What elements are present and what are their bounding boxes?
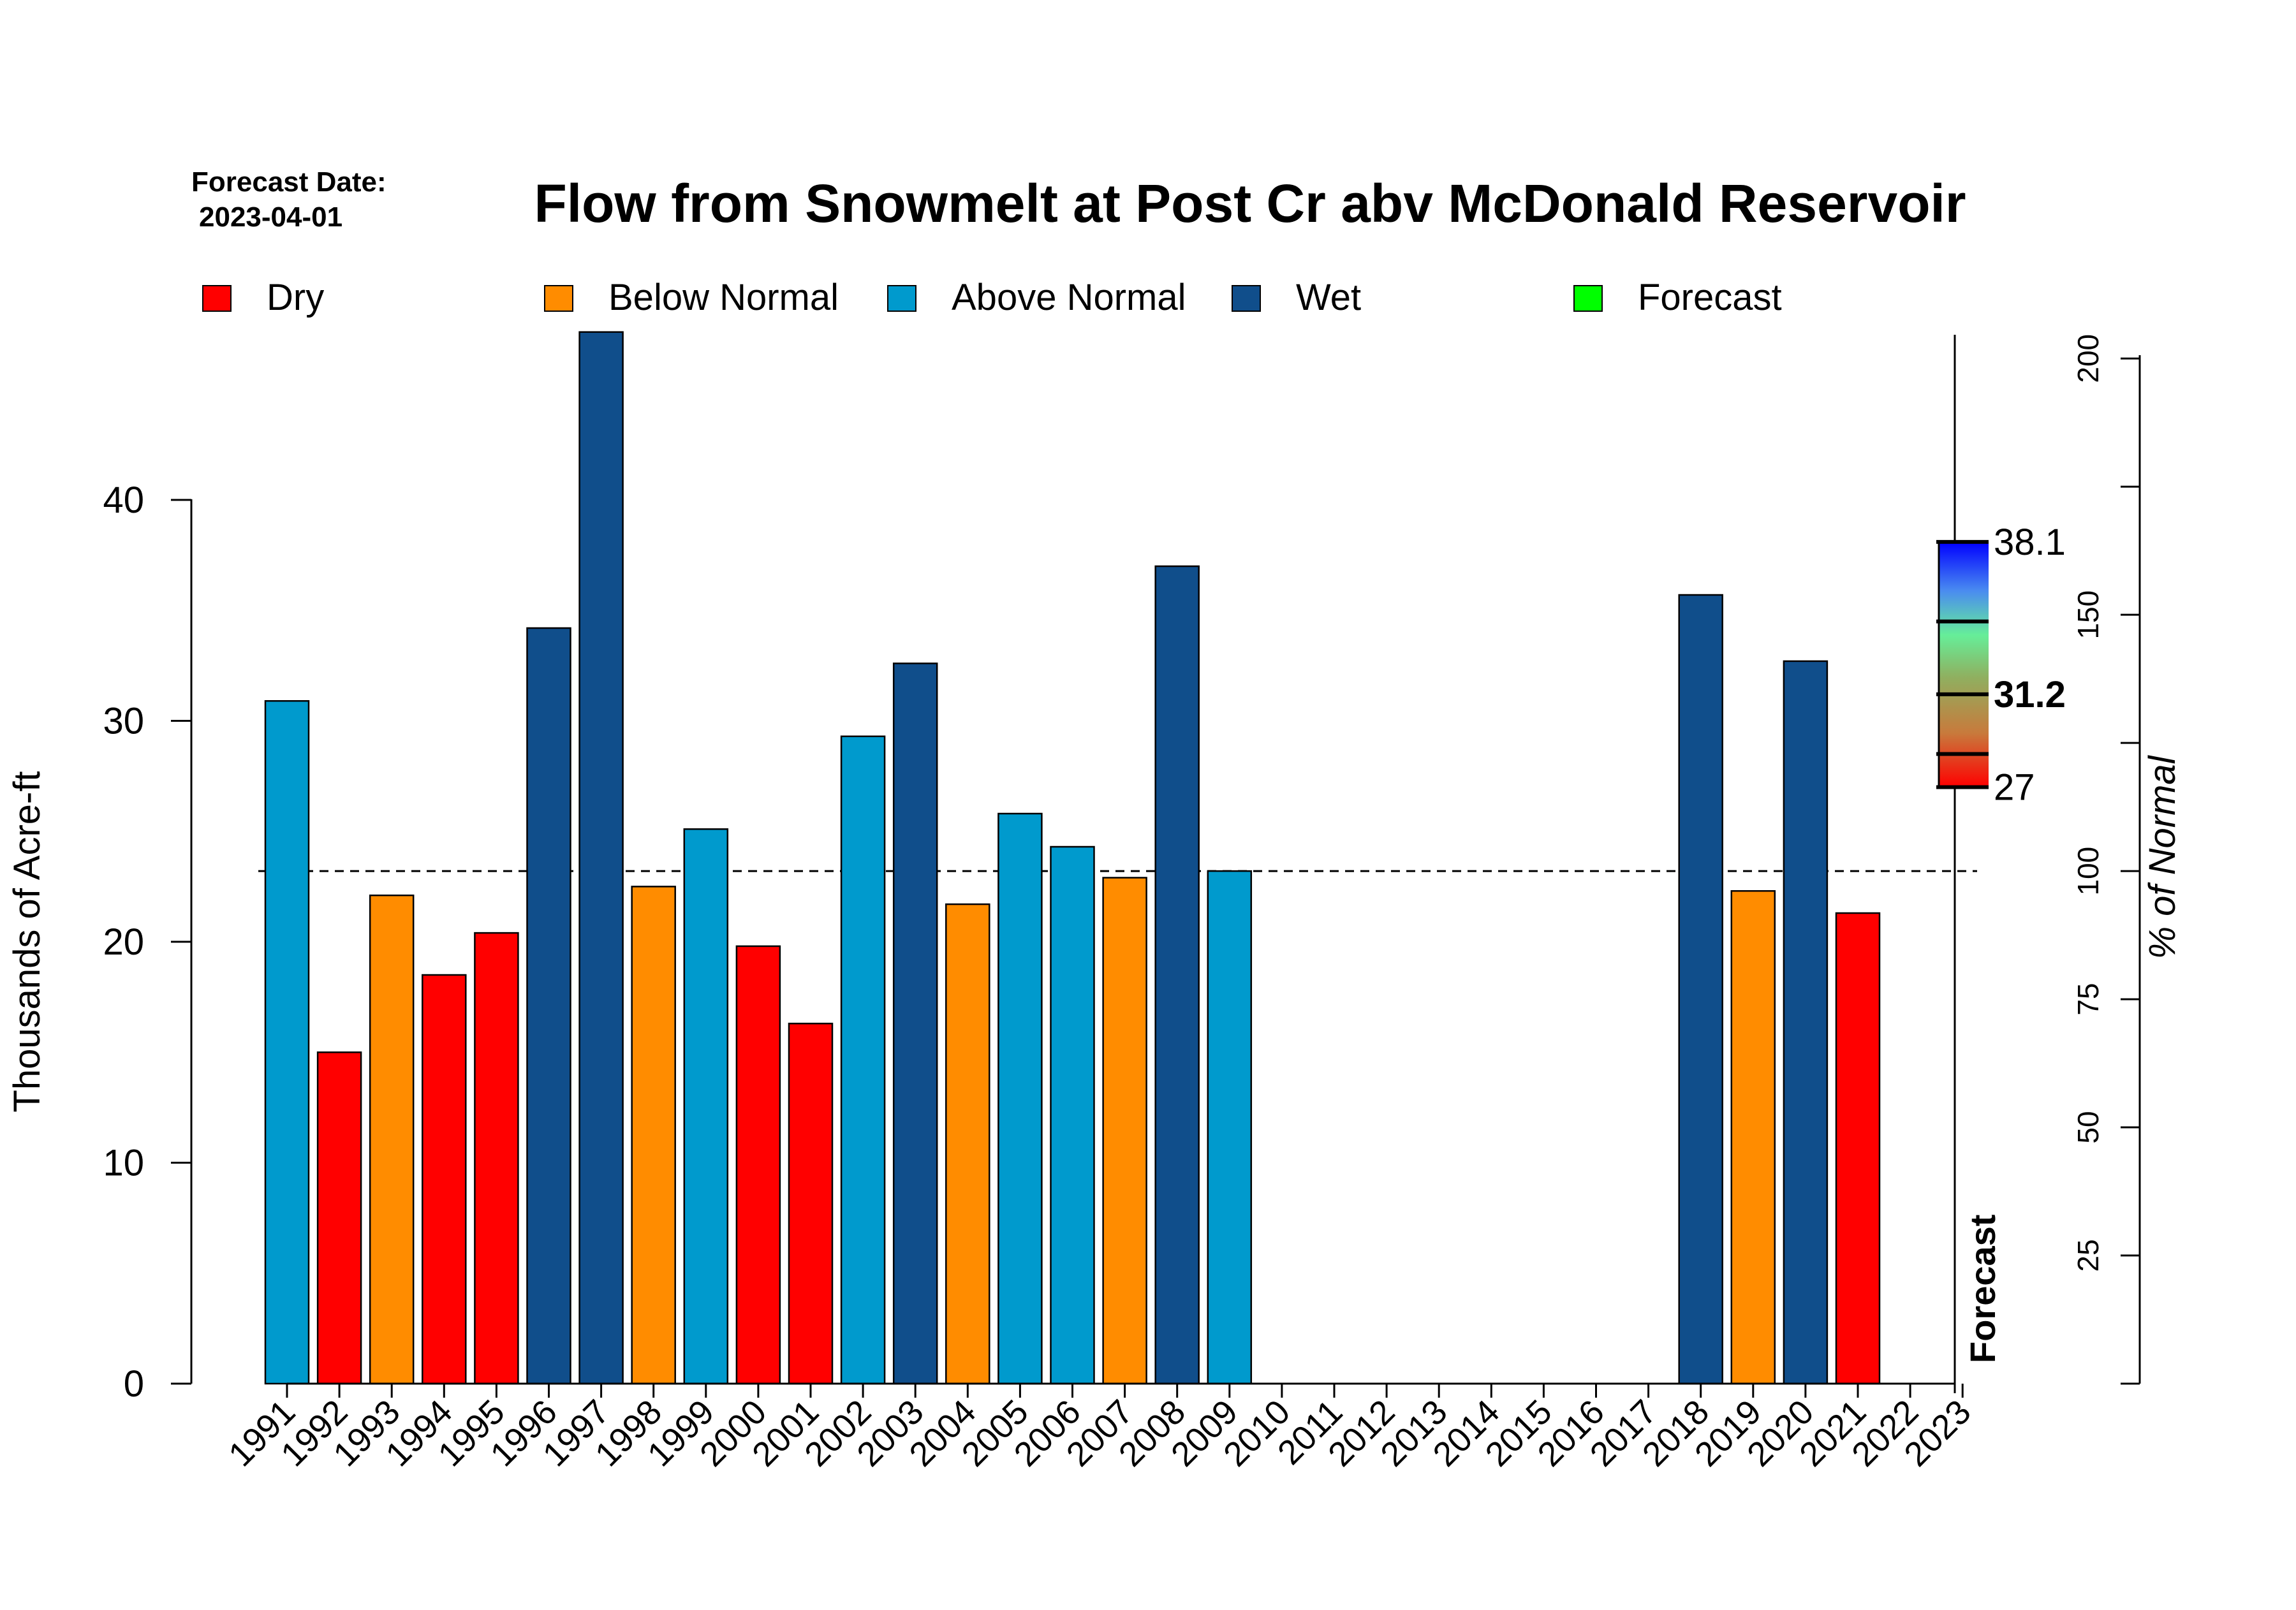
legend-forecast-label: Forecast [1638,277,1782,318]
bar-1999 [683,828,729,1385]
legend-forecast-swatch [1573,285,1603,312]
forecast-median-label: 31.2 [1994,674,2066,715]
bar-1998 [631,886,676,1385]
y-tick-label: 20 [103,921,144,963]
bar-2005 [997,812,1043,1385]
forecast-range-bar [1939,541,1989,787]
forecast-date-label: Forecast Date: [191,166,386,198]
bar-2020 [1783,660,1829,1385]
x-axis-labels: 1991199219931994199519961997199819992000… [221,1384,1978,1474]
bars [264,331,1881,1385]
legend-dry-swatch [202,285,232,312]
legend-below-swatch [544,285,573,312]
forecast-high-label: 38.1 [1994,522,2066,563]
bar-1994 [422,974,467,1385]
right-axis-label: % of Normal [2142,754,2183,959]
bar-2006 [1050,845,1095,1385]
forecast-vertical-label: Forecast [1962,1215,2003,1363]
legend-below-label: Below Normal [608,277,839,318]
bar-2004 [945,903,990,1385]
bar-1992 [316,1051,362,1385]
bar-2002 [840,735,886,1385]
right-tick-label: 150 [2072,590,2105,640]
bar-2019 [1730,890,1776,1385]
right-tick-label: 75 [2072,983,2105,1016]
legend-above-label: Above Normal [952,277,1186,318]
right-axis-ticks: 25 50 75 100 150 200 [2072,334,2140,1385]
bar-1991 [264,700,310,1385]
bar-1997 [578,331,624,1385]
y-axis-ticks: 0 10 20 30 40 [103,479,191,1405]
bar-1993 [369,894,415,1385]
y-tick-label: 0 [124,1363,144,1405]
bar-2003 [892,662,938,1385]
bar-2009 [1207,870,1253,1385]
bar-2007 [1102,877,1147,1385]
bar-2018 [1678,594,1723,1385]
legend-above-swatch [887,285,916,312]
bar-1995 [474,932,519,1385]
legend-wet-swatch [1232,285,1261,312]
bar-2021 [1835,912,1881,1385]
forecast-date: 2023-04-01 [199,201,342,233]
right-tick-label: 25 [2072,1239,2105,1271]
chart-title: Flow from Snowmelt at Post Cr abv McDona… [534,173,1966,233]
legend-wet-label: Wet [1296,277,1361,318]
right-tick-label: 50 [2072,1111,2105,1143]
bar-2008 [1154,565,1200,1385]
bar-1996 [526,627,571,1385]
right-tick-label: 200 [2072,334,2105,383]
y-tick-label: 10 [103,1143,144,1184]
y-tick-label: 40 [103,479,144,521]
y-tick-label: 30 [103,701,144,742]
legend: Dry Below Normal Above Normal Wet Foreca… [202,277,1782,318]
legend-dry-label: Dry [267,277,324,318]
y-axis-label: Thousands of Acre-ft [6,771,48,1112]
bar-2000 [735,945,781,1385]
bar-2001 [788,1022,834,1385]
forecast-low-label: 27 [1994,766,2035,808]
forecast-range: 38.1 31.2 27 [1936,522,2066,808]
right-tick-label: 100 [2072,847,2105,896]
